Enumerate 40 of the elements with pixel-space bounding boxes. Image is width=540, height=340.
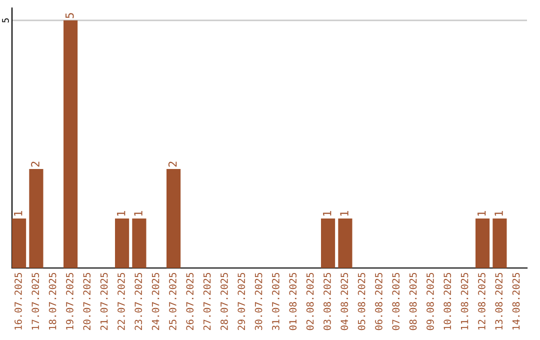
x-tick-label: 30.07.2025 — [254, 272, 262, 330]
x-tick-label: 11.08.2025 — [460, 272, 468, 330]
data-label: 1 — [134, 211, 142, 216]
x-tick-label: 21.07.2025 — [100, 272, 108, 330]
x-tick-label: 20.07.2025 — [83, 272, 91, 330]
data-label: 1 — [117, 211, 126, 216]
data-label: 1 — [323, 211, 332, 216]
x-tick-label: 22.07.2025 — [118, 272, 125, 330]
x-tick-label: 08.08.2025 — [409, 272, 417, 330]
data-label: 1 — [14, 211, 22, 216]
x-tick-label: 13.08.2025 — [495, 272, 503, 330]
data-label: 1 — [340, 211, 348, 216]
x-tick-label: 18.07.2025 — [48, 272, 56, 330]
x-tick-label: 12.08.2025 — [478, 272, 486, 330]
x-tick-label: 28.07.2025 — [220, 272, 228, 330]
data-label: 2 — [168, 162, 177, 167]
x-tick-label: 29.07.2025 — [238, 272, 246, 330]
x-tick-label: 26.07.2025 — [186, 272, 194, 330]
data-label: 2 — [31, 162, 40, 167]
x-tick-label: 10.08.2025 — [444, 272, 452, 330]
x-tick-label: 14.08.2025 — [512, 272, 520, 330]
x-tick-label: 31.07.2025 — [272, 272, 280, 330]
x-tick-label: 27.07.2025 — [203, 272, 211, 330]
x-tick-label: 25.07.2025 — [169, 272, 176, 330]
x-tick-label: 24.07.2025 — [152, 272, 160, 330]
x-tick-label: 02.08.2025 — [306, 272, 314, 330]
x-tick-label: 01.08.2025 — [289, 272, 297, 330]
data-label: 1 — [478, 211, 486, 216]
x-tick-label: 05.08.2025 — [358, 272, 366, 330]
x-tick-label: 19.07.2025 — [66, 272, 74, 330]
x-tick-label: 06.08.2025 — [375, 272, 382, 330]
x-tick-label: 09.08.2025 — [426, 272, 434, 330]
x-tick-label: 03.08.2025 — [324, 272, 331, 330]
x-tick-label: 17.07.2025 — [32, 272, 40, 330]
data-label: 1 — [494, 211, 503, 216]
data-label: 5 — [66, 13, 74, 18]
x-tick-label: 23.07.2025 — [134, 272, 142, 330]
x-tick-label: 16.07.2025 — [14, 272, 22, 330]
x-tick-label: 07.08.2025 — [392, 272, 400, 330]
x-tick-label: 04.08.2025 — [340, 272, 348, 330]
